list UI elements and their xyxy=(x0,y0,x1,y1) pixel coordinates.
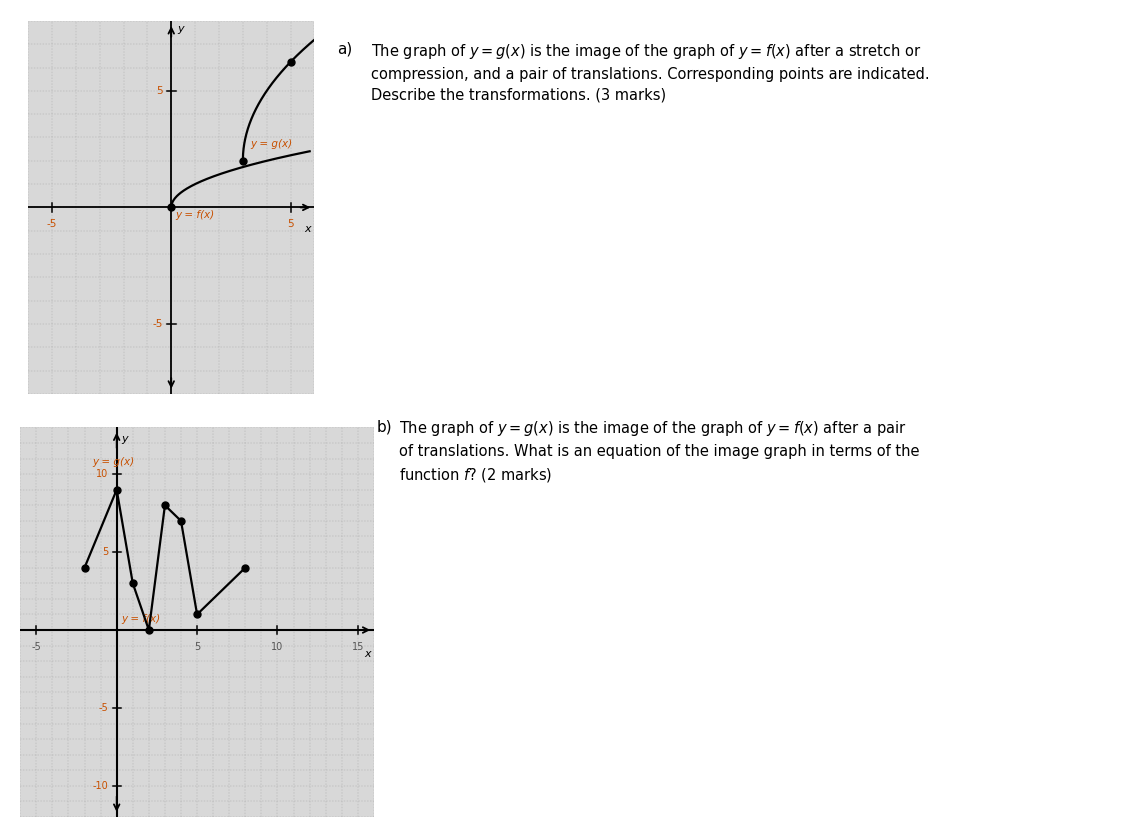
Text: -5: -5 xyxy=(99,703,109,713)
Text: 5: 5 xyxy=(287,219,294,229)
Text: y: y xyxy=(121,433,128,443)
Text: x: x xyxy=(304,224,311,234)
Text: b): b) xyxy=(376,419,392,434)
Text: -5: -5 xyxy=(153,319,163,329)
Text: The graph of $y = g(x)$ is the image of the graph of $y = f(x)$ after a pair
of : The graph of $y = g(x)$ is the image of … xyxy=(399,419,919,484)
Text: -10: -10 xyxy=(93,781,109,791)
Text: y: y xyxy=(177,24,184,34)
Text: The graph of $y = g(x)$ is the image of the graph of $y = f(x)$ after a stretch : The graph of $y = g(x)$ is the image of … xyxy=(371,42,929,103)
Text: 10: 10 xyxy=(97,469,109,479)
Text: x: x xyxy=(364,649,371,659)
Text: -5: -5 xyxy=(31,643,42,653)
Text: -5: -5 xyxy=(47,219,57,229)
Text: 5: 5 xyxy=(102,547,109,557)
Text: 5: 5 xyxy=(156,85,163,96)
Text: a): a) xyxy=(337,42,353,57)
Text: y = f(x): y = f(x) xyxy=(121,614,161,624)
Text: 15: 15 xyxy=(351,643,364,653)
Text: y = g(x): y = g(x) xyxy=(92,457,135,467)
Text: y = g(x): y = g(x) xyxy=(250,139,292,149)
Text: y = f(x): y = f(x) xyxy=(175,210,214,220)
Text: 10: 10 xyxy=(272,643,284,653)
Text: 5: 5 xyxy=(194,643,200,653)
